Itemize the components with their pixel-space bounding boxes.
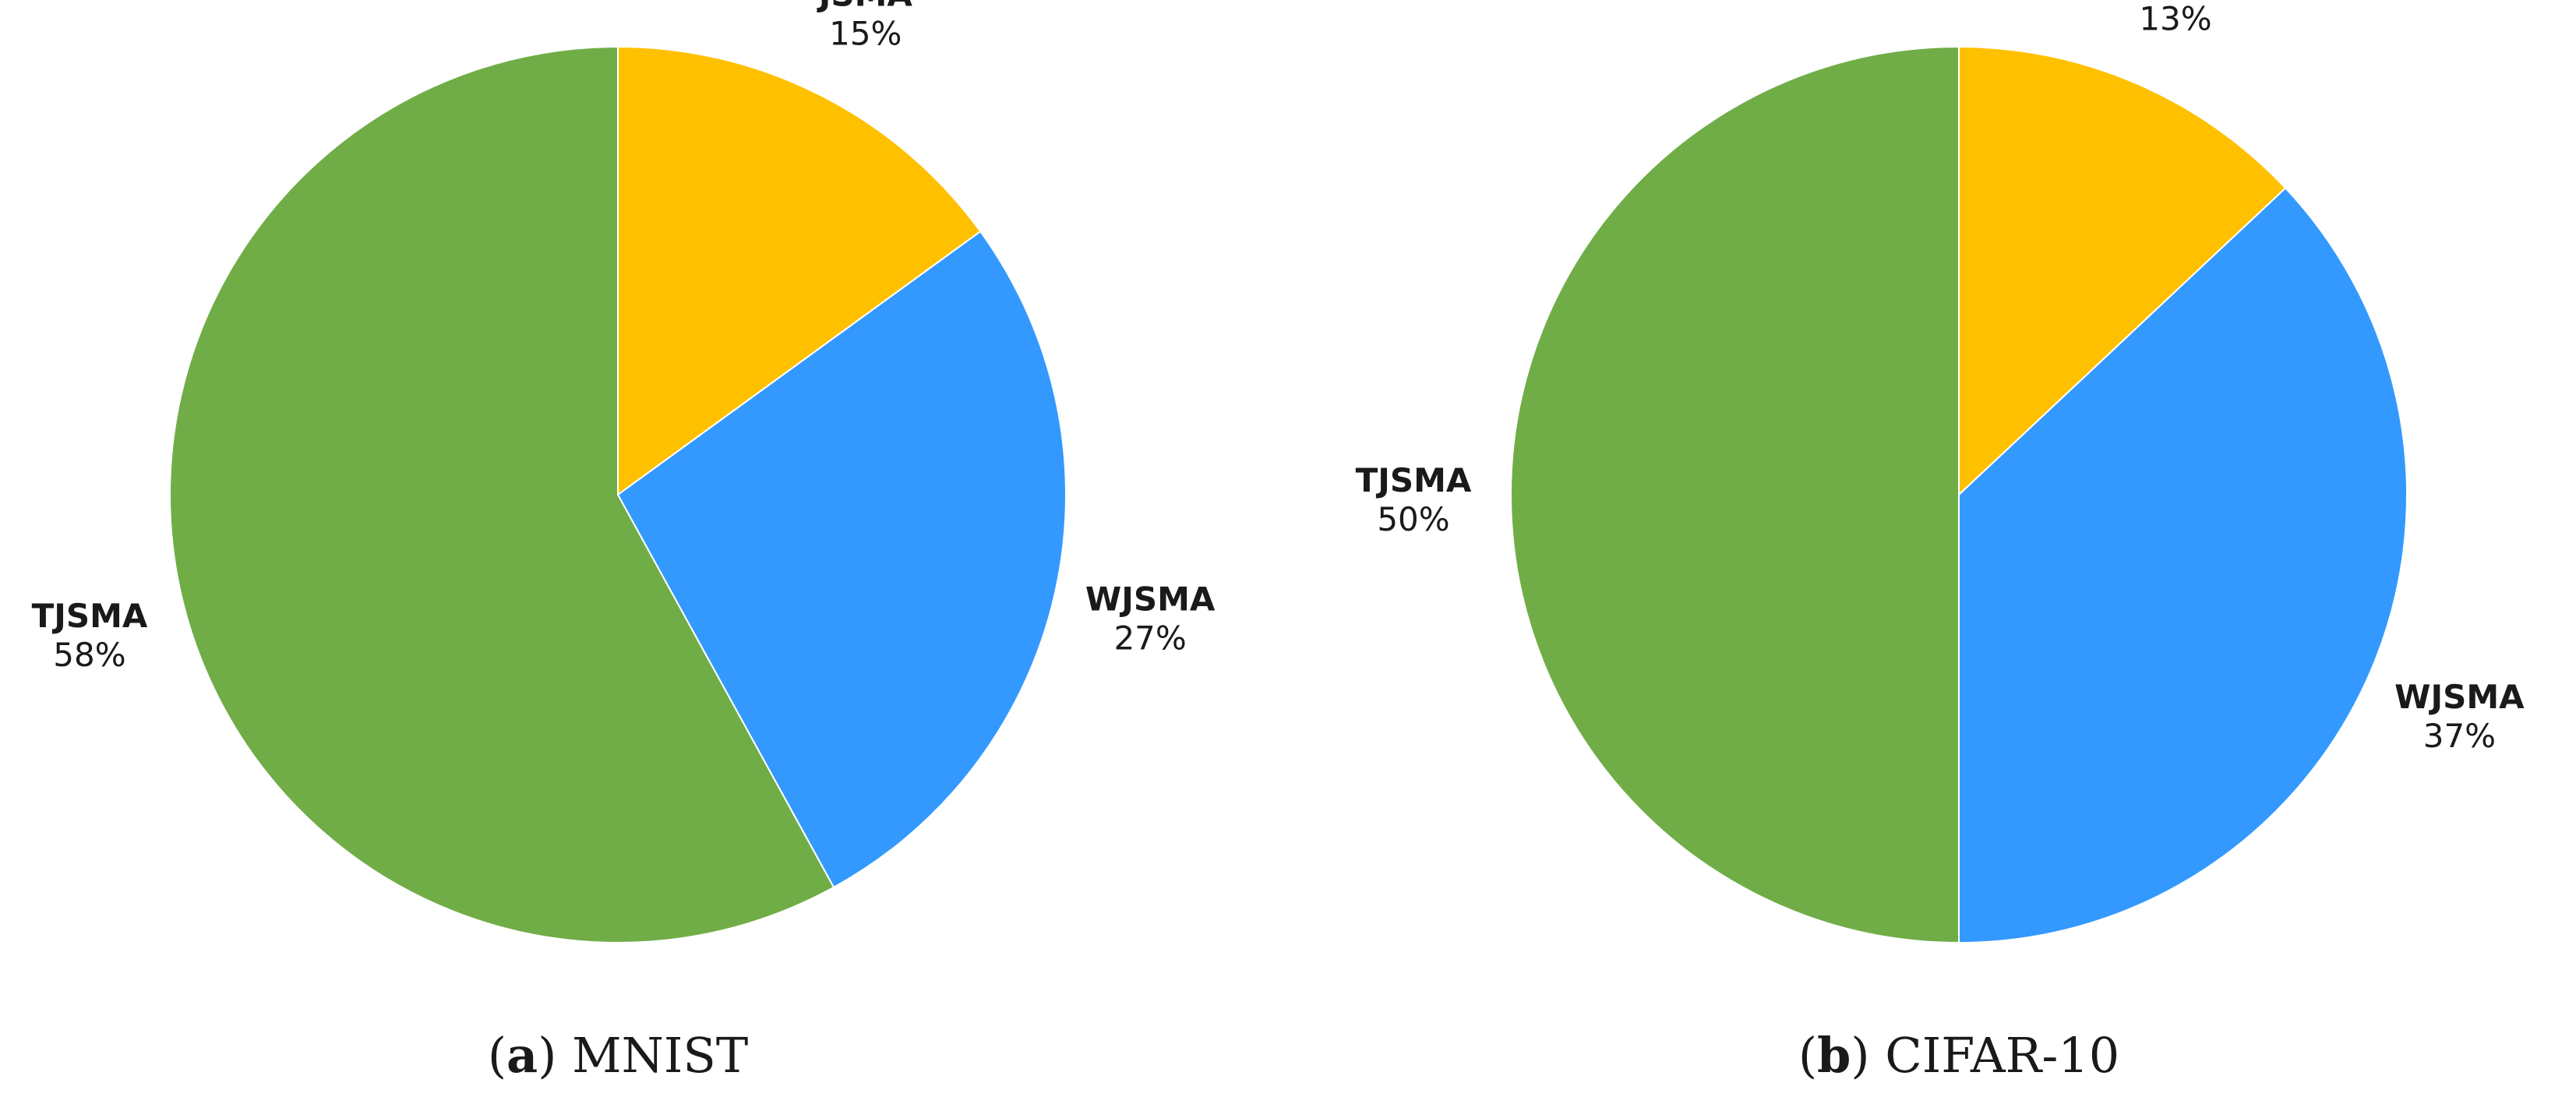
caption-letter: a — [506, 1027, 538, 1084]
slice-label-name-jsma: JSMA — [817, 0, 913, 13]
caption-letter: b — [1817, 1027, 1851, 1084]
slice-label-name-tjsma: TJSMA — [1356, 461, 1472, 499]
slice-label-value-tjsma: 58% — [53, 636, 125, 674]
pie-slice-tjsma — [1510, 45, 1960, 944]
slice-label-value-jsma: 13% — [2139, 0, 2211, 38]
pie-slice-wjsma — [1958, 186, 2408, 944]
caption-text: CIFAR-10 — [1885, 1027, 2120, 1084]
slice-label-name-wjsma: WJSMA — [2394, 678, 2525, 716]
slice-label-name-wjsma: WJSMA — [1085, 580, 1216, 619]
slice-label-value-jsma: 15% — [829, 14, 902, 52]
pie-slice-jsma — [617, 45, 982, 496]
caption-cifar10: (b) CIFAR-10 — [1798, 1027, 2120, 1084]
slice-label-value-wjsma: 27% — [1113, 619, 1186, 658]
pie-slice-jsma — [1958, 45, 2287, 497]
slice-label-value-tjsma: 50% — [1377, 500, 1449, 538]
caption-mnist: (a) MNIST — [487, 1027, 749, 1084]
pie-slice-tjsma — [169, 45, 835, 944]
pie-slice-wjsma — [616, 230, 1067, 889]
slice-label-value-wjsma: 37% — [2423, 717, 2496, 755]
caption-text: MNIST — [572, 1027, 749, 1084]
slice-label-name-tjsma: TJSMA — [32, 597, 148, 635]
